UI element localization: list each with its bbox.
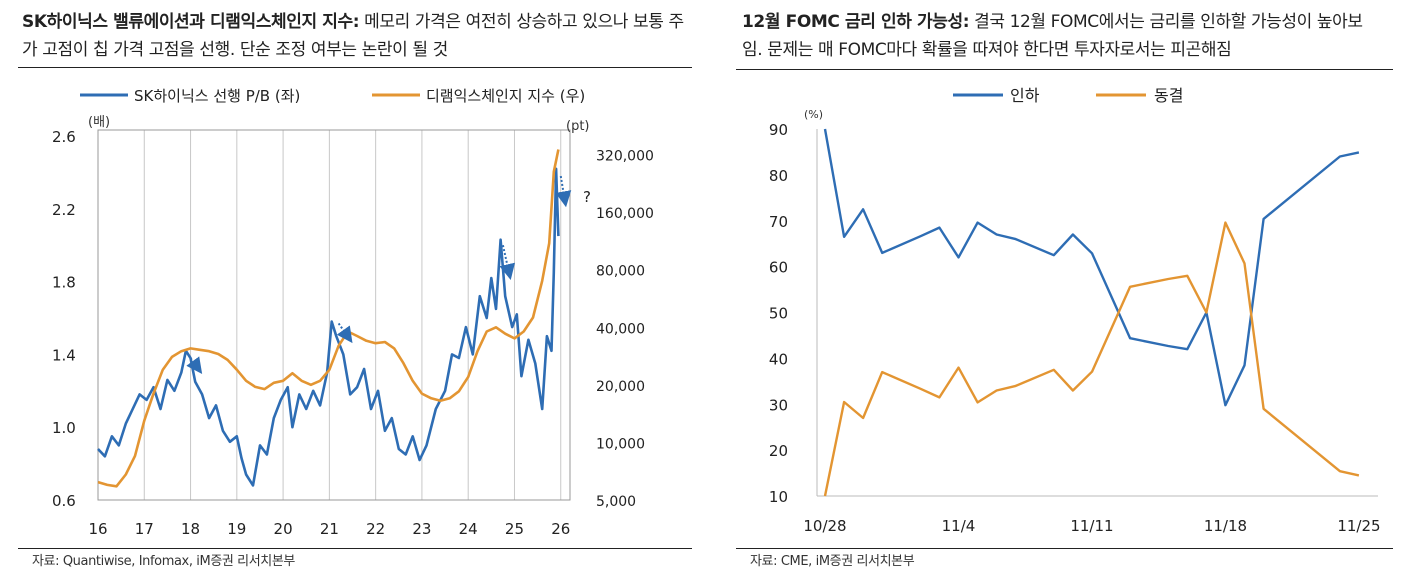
x-tick-label: 17	[135, 520, 154, 538]
series-line-hold	[823, 221, 1360, 497]
series-line-cut	[823, 128, 1360, 407]
legend-label-pb: SK하이닉스 선행 P/B (좌)	[134, 87, 300, 105]
x-tick-label: 10/28	[803, 517, 846, 535]
x-tick-label: 11/4	[942, 517, 976, 535]
plot-frame	[97, 129, 571, 501]
y-tick-label: 10	[769, 488, 788, 506]
left-axis-unit: (배)	[88, 115, 110, 130]
left-tick-label: 1.0	[52, 419, 76, 437]
left-tick-label: 1.4	[52, 346, 76, 364]
x-tick-label: 20	[274, 520, 293, 538]
left-title-bold: SK하이닉스 밸류에이션과 디램익스체인지 지수:	[22, 12, 360, 32]
y-tick-label: 30	[769, 396, 788, 414]
left-tick-label: 2.6	[52, 128, 76, 146]
annotation-arrow	[555, 175, 572, 208]
annotation-arrow	[499, 244, 516, 281]
annotation-arrow	[336, 322, 353, 344]
y-tick-label: 40	[769, 350, 788, 368]
y-tick-label: 20	[769, 442, 788, 460]
question-mark: ?	[583, 188, 591, 206]
annotation-arrow	[186, 356, 203, 375]
left-chart-title: SK하이닉스 밸류에이션과 디램익스체인지 지수: 메모리 가격은 여전히 상승…	[22, 8, 692, 64]
right-tick-label: 20,000	[596, 379, 645, 395]
right-tick-label: 40,000	[596, 321, 645, 337]
y-tick-label: 60	[769, 259, 788, 277]
right-chart: 90 80 70 60 50 40 30 20 10 10/28 11/4 11/11 11/18 11/…	[769, 86, 1381, 535]
legend-label-cut: 인하	[1010, 86, 1040, 105]
legend-label-hold: 동결	[1154, 86, 1183, 105]
x-tick-label: 21	[320, 520, 339, 538]
right-tick-label: 320,000	[596, 149, 654, 165]
left-source: 자료: Quantiwise, Infomax, iM증권 리서치본부	[32, 554, 295, 569]
left-title-rest: 메모리 가격은 여전히 상승하고 있으나 보통 주가 고점이 칩 가격 고점을 …	[22, 12, 684, 60]
right-bottom-rule	[736, 548, 1393, 549]
left-chart: 2.6 2.2 1.8 1.4 1.0 0.6 320,000 160,000 80,000 40…	[52, 87, 654, 538]
right-panel: 12월 FOMC 금리 인하 가능성: 결국 12월 FOMC에서는 금리를 인…	[718, 0, 1401, 581]
x-tick-label: 23	[412, 520, 431, 538]
y-axis-unit: (%)	[804, 108, 823, 121]
y-tick-label: 50	[769, 305, 788, 323]
x-tick-label: 19	[227, 520, 246, 538]
left-bottom-rule	[18, 548, 692, 549]
right-title-bold: 12월 FOMC 금리 인하 가능성:	[742, 12, 970, 32]
left-tick-label: 2.2	[52, 201, 76, 219]
y-tick-label: 80	[769, 167, 788, 185]
series-line-dram	[97, 149, 560, 488]
x-tick-label: 22	[366, 520, 385, 538]
x-tick-label: 26	[551, 520, 570, 538]
right-tick-label: 10,000	[596, 436, 645, 452]
left-tick-label: 1.8	[52, 274, 76, 292]
right-title-rest: 결국 12월 FOMC에서는 금리를 인하할 가능성이 높아보임. 문제는 매 …	[742, 12, 1363, 60]
left-tick-label: 0.6	[52, 492, 76, 510]
right-tick-label: 5,000	[596, 494, 636, 510]
x-tick-label: 25	[505, 520, 524, 538]
right-title-rule	[736, 69, 1393, 70]
left-panel: SK하이닉스 밸류에이션과 디램익스체인지 지수: 메모리 가격은 여전히 상승…	[0, 0, 700, 581]
x-tick-label: 11/11	[1070, 517, 1113, 535]
x-tick-label: 11/18	[1204, 517, 1247, 535]
x-tick-label: 24	[459, 520, 478, 538]
series-line-pb	[97, 167, 560, 487]
left-title-rule	[18, 67, 692, 68]
right-tick-label: 80,000	[596, 264, 645, 280]
legend-label-dram: 디램익스체인지 지수 (우)	[426, 87, 585, 105]
right-source: 자료: CME, iM증권 리서치본부	[750, 554, 915, 569]
right-axis-unit: (pt)	[566, 119, 590, 134]
y-tick-label: 70	[769, 213, 788, 231]
y-tick-label: 90	[769, 121, 788, 139]
right-chart-title: 12월 FOMC 금리 인하 가능성: 결국 12월 FOMC에서는 금리를 인…	[742, 8, 1382, 64]
x-tick-label: 16	[88, 520, 107, 538]
x-tick-label: 11/25	[1337, 517, 1380, 535]
right-tick-label: 160,000	[596, 206, 654, 222]
x-tick-label: 18	[181, 520, 200, 538]
